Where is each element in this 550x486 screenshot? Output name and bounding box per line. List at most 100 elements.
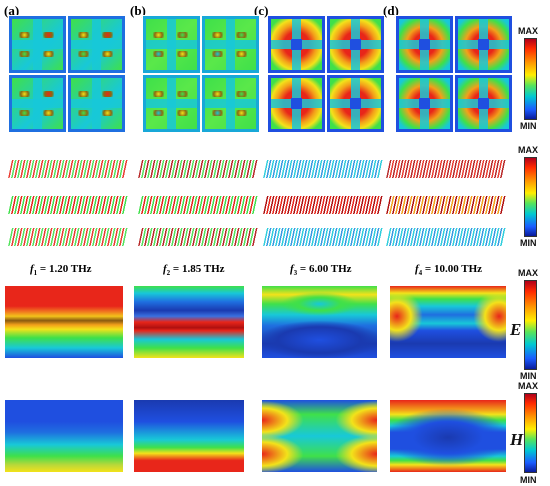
hot-spot	[176, 50, 188, 57]
unit-cell	[9, 75, 66, 132]
hot-spot	[235, 109, 247, 116]
unit-cell	[9, 16, 66, 73]
hot-spot	[212, 109, 224, 116]
hot-spot	[176, 32, 188, 39]
hot-spot	[212, 32, 224, 39]
e-field-map-f3	[262, 286, 377, 358]
hot-spot	[42, 32, 54, 39]
hot-spot	[78, 50, 90, 57]
h-field-map-f1	[5, 400, 123, 472]
hot-spot	[19, 109, 31, 116]
hot-spot	[78, 91, 90, 98]
hot-spot	[101, 32, 113, 39]
hot-spot	[212, 91, 224, 98]
colorbar-e	[524, 280, 537, 370]
frequency-label-3: f3 = 6.00 THz	[290, 263, 352, 278]
hot-spot	[153, 32, 165, 39]
unit-cell	[268, 16, 325, 73]
hot-spot	[153, 50, 165, 57]
vector-arrow-row	[8, 160, 128, 178]
unit-cell	[455, 75, 512, 132]
hot-spot	[153, 109, 165, 116]
cross-arm-vertical	[167, 78, 176, 129]
h-field-map-f2	[134, 400, 244, 472]
unit-cell	[396, 16, 453, 73]
colorbar-e-min: MIN	[520, 371, 537, 381]
colorbar-2-min: MIN	[520, 238, 537, 248]
unit-cell	[68, 75, 125, 132]
cross-arm-vertical	[226, 78, 235, 129]
hot-spot	[101, 91, 113, 98]
hot-spot	[235, 91, 247, 98]
frequency-label-4: f4 = 10.00 THz	[415, 263, 483, 278]
vector-arrow-row	[8, 228, 128, 246]
center-patch	[478, 98, 489, 109]
vector-arrow-row	[263, 160, 383, 178]
hot-spot	[176, 109, 188, 116]
unit-cell	[268, 75, 325, 132]
vector-arrow-row	[386, 196, 506, 214]
hot-spot	[42, 91, 54, 98]
hot-spot	[19, 50, 31, 57]
hot-spot	[212, 50, 224, 57]
colorbar-e-max: MAX	[518, 268, 538, 278]
panel-label-b: (b)	[130, 3, 146, 18]
e-field-map-f2	[134, 286, 244, 358]
hot-spot	[101, 109, 113, 116]
panel-label-c: (c)	[254, 3, 269, 18]
vector-arrow-row	[8, 196, 128, 214]
vector-arrow-row	[138, 228, 258, 246]
center-patch	[350, 98, 361, 109]
vector-arrow-row	[138, 196, 258, 214]
surface-map-1	[8, 15, 126, 133]
center-patch	[291, 98, 302, 109]
hot-spot	[235, 50, 247, 57]
hot-spot	[42, 109, 54, 116]
unit-cell	[202, 16, 259, 73]
hot-spot	[78, 109, 90, 116]
center-patch	[291, 39, 302, 50]
colorbar-2-max: MAX	[518, 145, 538, 155]
hot-spot	[176, 91, 188, 98]
cross-arm-vertical	[167, 19, 176, 70]
unit-cell	[327, 16, 384, 73]
unit-cell	[396, 75, 453, 132]
h-field-symbol: H	[510, 430, 524, 449]
h-field-map-f4	[390, 400, 506, 472]
surface-map-4	[395, 15, 513, 133]
colorbar-1	[524, 38, 537, 120]
colorbar-h-min: MIN	[520, 475, 537, 485]
unit-cell	[68, 16, 125, 73]
hot-spot	[19, 32, 31, 39]
panel-label-d: (d)	[383, 3, 399, 18]
vector-arrow-row	[386, 160, 506, 178]
colorbar-h-max: MAX	[518, 381, 538, 391]
e-field-map-f1	[5, 286, 123, 358]
cross-arm-vertical	[226, 19, 235, 70]
center-patch	[419, 98, 430, 109]
unit-cell	[202, 75, 259, 132]
hot-spot	[19, 91, 31, 98]
cross-arm-vertical	[92, 19, 101, 70]
frequency-label-1: f1 = 1.20 THz	[30, 263, 92, 278]
cross-arm-vertical	[33, 19, 42, 70]
surface-map-3	[267, 15, 385, 133]
colorbar-1-min: MIN	[520, 121, 537, 131]
hot-spot	[42, 50, 54, 57]
unit-cell	[143, 16, 200, 73]
vector-arrow-row	[386, 228, 506, 246]
cross-arm-vertical	[92, 78, 101, 129]
frequency-label-2: f2 = 1.85 THz	[163, 263, 225, 278]
hot-spot	[153, 91, 165, 98]
center-patch	[350, 39, 361, 50]
e-field-symbol: E	[510, 320, 522, 339]
hot-spot	[235, 32, 247, 39]
vector-arrow-row	[263, 228, 383, 246]
cross-arm-vertical	[33, 78, 42, 129]
unit-cell	[143, 75, 200, 132]
panel-label-a: (a)	[4, 3, 20, 18]
e-field-map-f4	[390, 286, 506, 358]
vector-arrow-row	[263, 196, 383, 214]
surface-map-2	[142, 15, 260, 133]
h-field-map-f3	[262, 400, 377, 472]
